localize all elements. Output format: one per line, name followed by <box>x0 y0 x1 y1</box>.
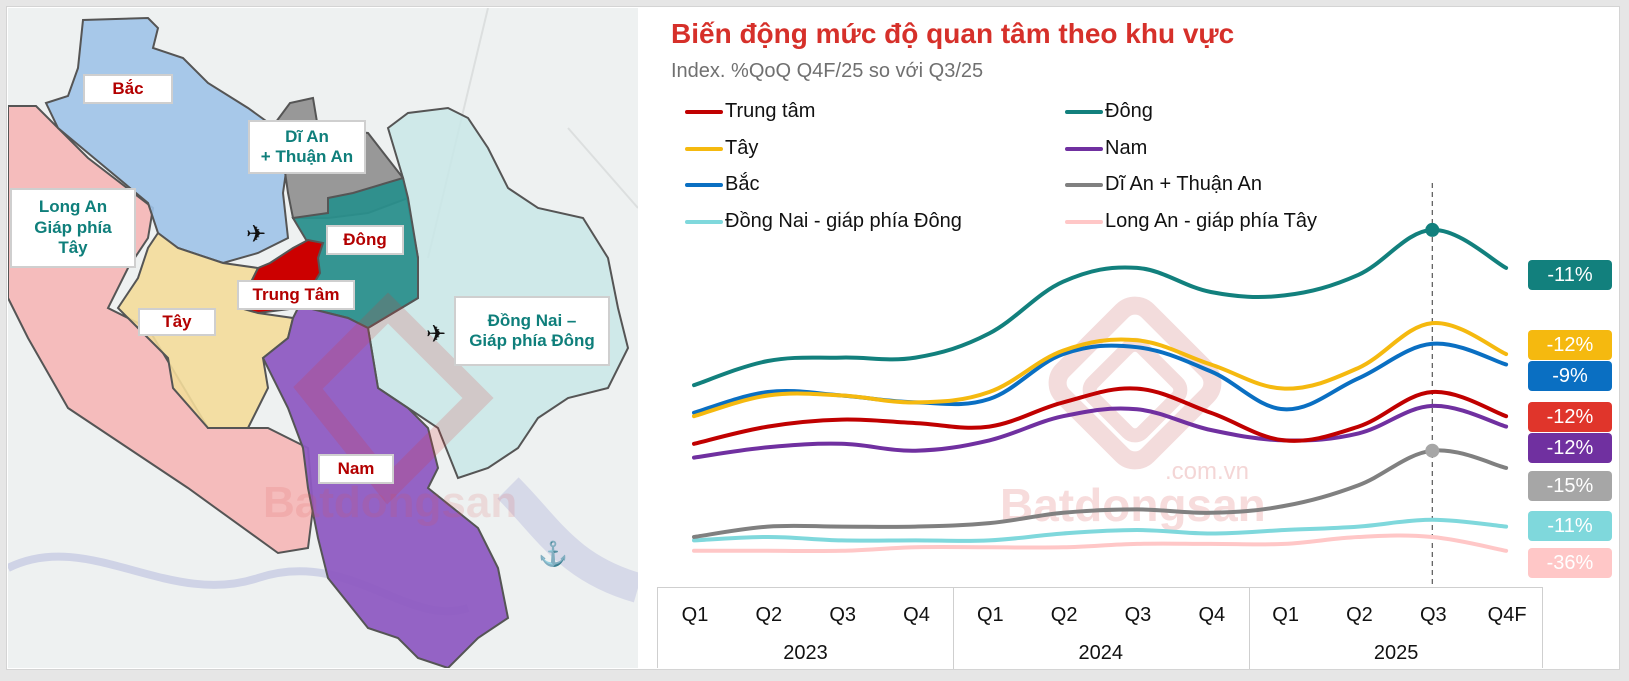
x-tick-label: Q3 <box>1419 604 1447 626</box>
map-label-bac-text: Bắc <box>112 78 144 98</box>
legend-item[interactable]: Nam <box>1065 137 1147 160</box>
change-label: -12% <box>1528 402 1612 432</box>
map-label-dong: Đông <box>326 225 404 255</box>
change-label: -36% <box>1528 548 1612 578</box>
legend-label: Tây <box>725 137 759 159</box>
x-year-label: 2025 <box>1373 642 1419 664</box>
series-line <box>692 403 1509 460</box>
map-label-trung-tam-text: Trung Tâm <box>252 284 340 304</box>
legend-item[interactable]: Đồng Nai - giáp phía Đông <box>685 210 962 233</box>
map-label-long-an: Long An Giáp phía Tây <box>10 188 136 268</box>
region-nam[interactable] <box>261 307 510 668</box>
series-line <box>692 227 1509 388</box>
change-label: -11% <box>1528 511 1612 541</box>
x-tick-label: Q1 <box>976 604 1004 626</box>
map-label-dong-nai-text: Đồng Nai – Giáp phía Đông <box>469 310 595 350</box>
watermark-domain: .com.vn <box>1165 458 1250 485</box>
map-label-dong-nai: Đồng Nai – Giáp phía Đông <box>454 296 610 366</box>
x-tick-label: Q4 <box>1198 604 1226 626</box>
legend-label: Long An - giáp phía Tây <box>1105 210 1318 232</box>
legend-label: Trung tâm <box>725 100 816 122</box>
change-label: -12% <box>1528 433 1612 463</box>
series-line <box>692 517 1509 543</box>
legend-swatch <box>685 146 723 151</box>
plot-area <box>692 183 1509 588</box>
year-divider <box>1248 588 1250 669</box>
legend-swatch <box>685 182 723 187</box>
chart-subtitle: Index. %QoQ Q4F/25 so với Q3/25 <box>671 60 984 82</box>
legend-item[interactable]: Đông <box>1065 100 1153 123</box>
map-label-nam: Nam <box>318 454 394 484</box>
legend-label: Đông <box>1105 100 1153 122</box>
legend-label: Bắc <box>725 173 760 195</box>
x-tick-label: Q1 <box>681 604 709 626</box>
change-label: -9% <box>1528 361 1612 391</box>
x-tick-label: Q3 <box>829 604 856 626</box>
legend-label: Đồng Nai - giáp phía Đông <box>725 210 962 232</box>
legend-item[interactable]: Trung tâm <box>685 100 815 123</box>
anchor-icon: ⚓ <box>538 541 568 568</box>
x-year-label: 2023 <box>783 642 828 664</box>
x-tick-label: Q3 <box>1124 604 1152 626</box>
chart-panel: Biến động mức độ quan tâm theo khu vực I… <box>645 8 1620 669</box>
map-label-di-an-text: Dĩ An + Thuận An <box>260 126 354 166</box>
map-label-di-an: Dĩ An + Thuận An <box>248 120 366 174</box>
sea-inlet <box>497 477 638 603</box>
series-line <box>692 341 1509 415</box>
x-tick-label: Q2 <box>755 604 783 626</box>
highlight-marker <box>1425 222 1440 237</box>
x-tick-label: Q2 <box>1346 604 1373 626</box>
map-label-tay: Tây <box>138 308 216 336</box>
legend-label: Nam <box>1105 137 1148 159</box>
highlight-marker <box>1425 443 1440 458</box>
map-label-nam-text: Nam <box>337 458 375 478</box>
legend-swatch <box>685 219 723 224</box>
legend-swatch <box>1065 219 1103 224</box>
change-label: -12% <box>1528 330 1612 360</box>
x-tick-label: Q1 <box>1272 604 1299 626</box>
legend-item[interactable]: Bắc <box>685 173 759 196</box>
legend-swatch <box>1065 109 1103 114</box>
airplane-icon: ✈ <box>246 221 267 248</box>
map-label-long-an-text: Long An Giáp phía Tây <box>34 197 112 258</box>
x-tick-label: Q2 <box>1050 604 1078 626</box>
x-tick-label: Q4F <box>1487 604 1527 626</box>
legend-item[interactable]: Tây <box>685 137 758 160</box>
map-label-tay-text: Tây <box>162 311 192 331</box>
chart-title: Biến động mức độ quan tâm theo khu vực <box>671 18 1235 49</box>
airplane-icon: ✈ <box>426 321 447 348</box>
watermark-text: Batdongsan <box>263 478 517 528</box>
series-line <box>692 386 1509 446</box>
change-label: -15% <box>1528 471 1612 501</box>
region-map: Batdongsan Bắc Dĩ An + Thuận An Long An … <box>8 8 638 668</box>
series-line <box>692 533 1509 554</box>
legend-label: Dĩ An + Thuận An <box>1105 173 1262 195</box>
map-label-bac: Bắc <box>83 74 173 104</box>
series-line <box>692 321 1509 419</box>
watermark-brand-chart: Batdongsan <box>1000 479 1266 531</box>
legend-item[interactable]: Long An - giáp phía Tây <box>1065 210 1317 233</box>
x-tick-label: Q4 <box>903 604 930 626</box>
x-year-label: 2024 <box>1078 642 1124 664</box>
watermark-brand: Batdongsan <box>263 478 518 527</box>
series-line <box>692 448 1509 539</box>
legend-swatch <box>1065 182 1103 187</box>
x-axis: Q1 Q2 Q3 Q4 Q1 Q2 Q3 Q4 Q1 Q2 Q3 Q4F 2023 2024 2025 <box>657 587 1543 669</box>
legend-swatch <box>1065 146 1103 151</box>
map-label-dong-text: Đông <box>343 229 387 249</box>
year-divider <box>953 588 955 669</box>
legend-swatch <box>685 109 723 114</box>
change-label: -11% <box>1528 260 1612 290</box>
map-label-trung-tam: Trung Tâm <box>237 280 355 310</box>
legend-item[interactable]: Dĩ An + Thuận An <box>1065 173 1262 196</box>
